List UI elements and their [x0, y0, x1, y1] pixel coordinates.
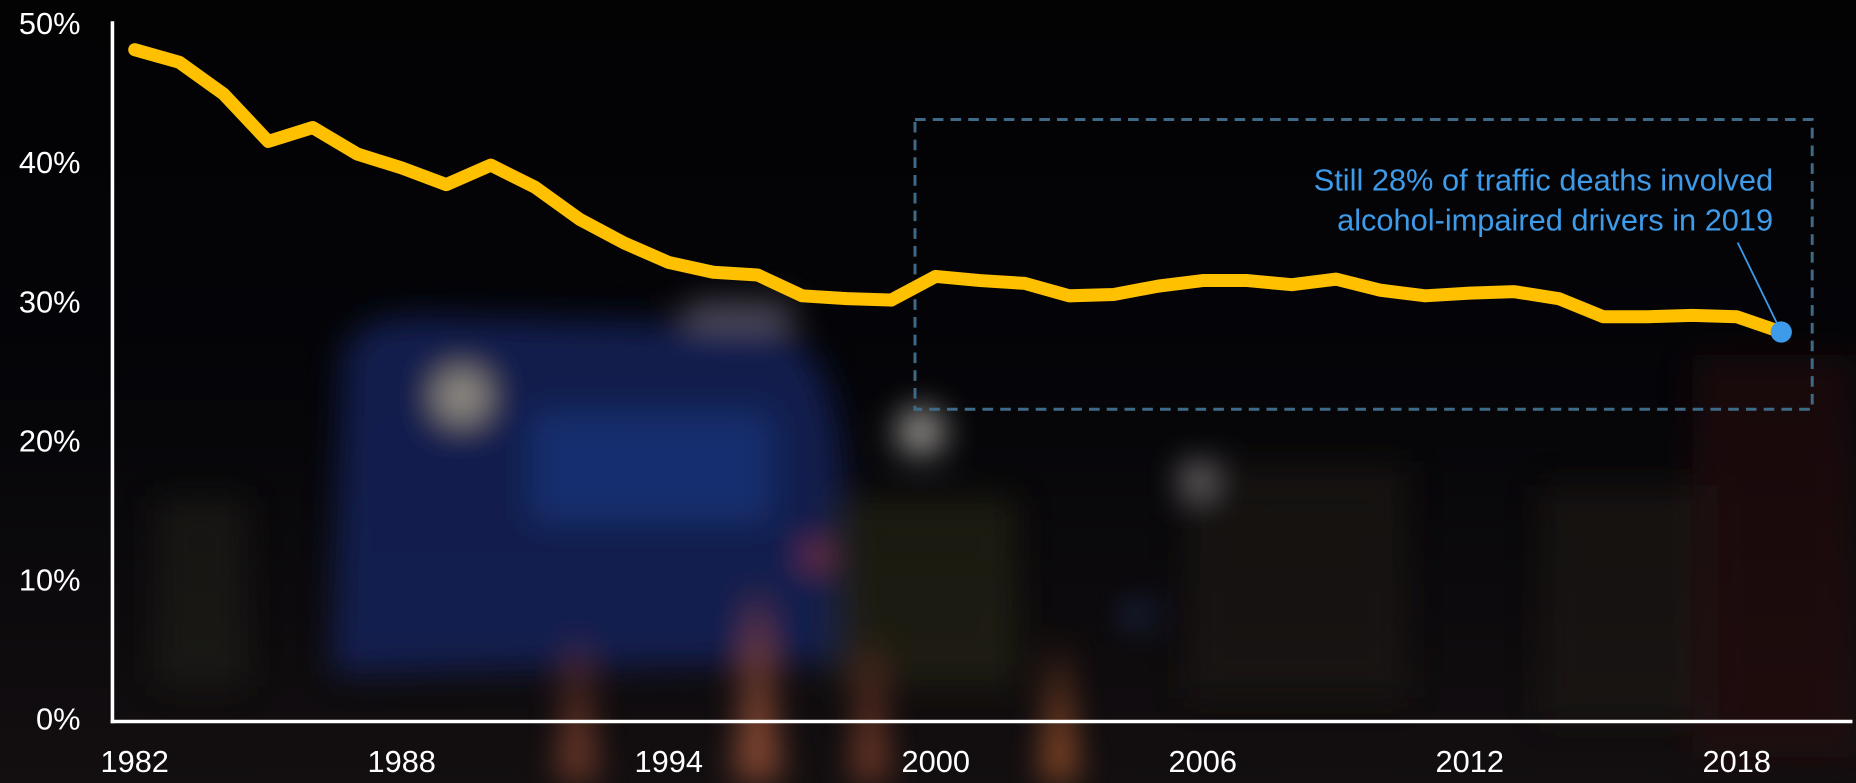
x-tick-label: 1994: [634, 744, 702, 779]
x-tick-label: 2012: [1436, 744, 1504, 779]
y-tick-label: 10%: [19, 563, 81, 598]
highlight-box: [913, 117, 1814, 411]
x-tick-label: 1988: [367, 744, 435, 779]
annotation-text: Still 28% of traffic deaths involved: [1314, 162, 1773, 197]
y-tick-label: 50%: [19, 6, 81, 41]
x-tick-label: 2018: [1703, 744, 1771, 779]
y-tick-label: 30%: [19, 284, 81, 319]
y-tick-label: 40%: [19, 145, 81, 180]
x-tick-label: 2000: [901, 744, 969, 779]
x-tick-label: 1982: [100, 744, 168, 779]
y-tick-label: 20%: [19, 423, 81, 458]
data-line: [128, 43, 1788, 339]
y-tick-label: 0%: [36, 702, 80, 737]
annotation-leader: [1736, 242, 1783, 333]
x-tick-label: 2006: [1169, 744, 1237, 779]
end-point: [1770, 321, 1792, 343]
annotation-text: alcohol-impaired drivers in 2019: [1337, 202, 1773, 237]
